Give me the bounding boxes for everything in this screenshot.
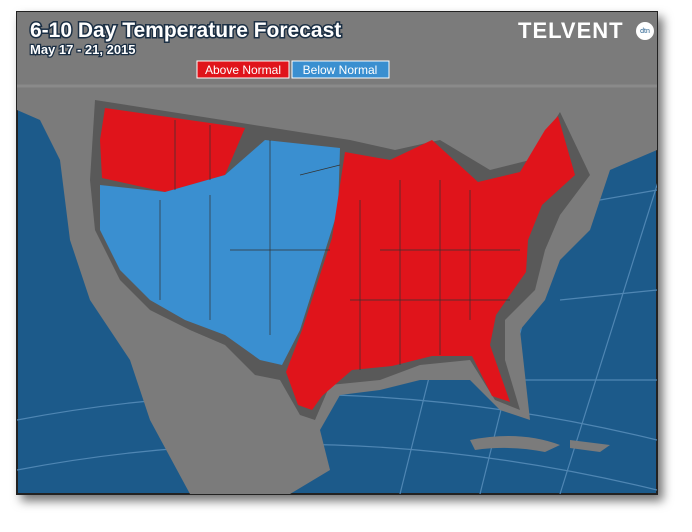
legend: Above Normal Below Normal [196, 60, 390, 79]
title: 6-10 Day Temperature Forecast [30, 19, 341, 42]
map [17, 12, 657, 494]
state-borders [159, 120, 520, 370]
legend-swatch [196, 60, 290, 79]
legend-swatch [291, 60, 390, 79]
logo-badge [636, 22, 654, 40]
islands [470, 436, 610, 452]
legend-label: Above Normal [205, 63, 281, 77]
above-normal-region [100, 108, 245, 192]
logo-badge-text: dtn [640, 28, 650, 35]
below-normal-region [100, 140, 340, 365]
legend-label: Below Normal [303, 63, 378, 77]
above-normal-region [286, 116, 575, 410]
subtitle: May 17 - 21, 2015 [30, 42, 136, 57]
logo: TELVENT [518, 18, 624, 43]
